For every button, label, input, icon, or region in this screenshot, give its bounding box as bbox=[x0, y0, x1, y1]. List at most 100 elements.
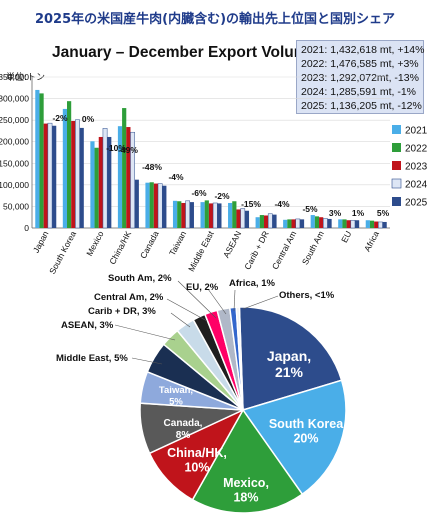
pie-slice-label: 8% bbox=[176, 430, 191, 441]
bar-2024 bbox=[267, 213, 273, 229]
bar-2023 bbox=[263, 215, 269, 228]
bar-2021 bbox=[90, 141, 95, 228]
x-category-label: Mexico bbox=[84, 229, 106, 258]
x-category-label: South Korea bbox=[47, 229, 78, 276]
pie-slice-label: Canada, bbox=[164, 418, 203, 429]
x-category-label: Africa bbox=[362, 229, 381, 253]
change-annotation: 3% bbox=[329, 208, 342, 218]
totals-line: 2022: 1,476,585 mt, +3% bbox=[301, 58, 419, 70]
bar-2025 bbox=[244, 210, 250, 228]
totals-line: 2021: 1,432,618 mt, +14% bbox=[301, 44, 425, 56]
bar-2024 bbox=[350, 219, 356, 229]
totals-line: 2024: 1,285,591 mt, -1% bbox=[301, 86, 416, 98]
bar-2022 bbox=[287, 219, 292, 228]
bar-2024 bbox=[212, 202, 218, 229]
change-annotation: 0% bbox=[82, 114, 95, 124]
pie-outer-label: Carib + DR, 3% bbox=[88, 306, 156, 317]
leader-line bbox=[177, 280, 217, 319]
legend-swatch bbox=[391, 178, 402, 189]
bar-2021 bbox=[365, 220, 370, 228]
bar-2025 bbox=[299, 219, 305, 228]
x-category-label: Middle East bbox=[186, 229, 216, 273]
change-annotation: 5% bbox=[377, 208, 390, 218]
bar-2024 bbox=[323, 218, 328, 229]
pie-outer-label: Central Am, 2% bbox=[94, 292, 164, 303]
bar-2021 bbox=[62, 108, 68, 228]
change-annotation: -6% bbox=[191, 188, 207, 198]
bar-2022 bbox=[67, 101, 72, 228]
bar-2021 bbox=[283, 219, 288, 228]
bar-2024 bbox=[47, 122, 53, 229]
pie-slice bbox=[191, 408, 304, 514]
bar-2024 bbox=[157, 183, 163, 229]
pie-outer-label: Middle East, 5% bbox=[56, 353, 128, 364]
pie-slice-label: 10% bbox=[184, 461, 209, 475]
bar-2023 bbox=[98, 136, 103, 228]
bar-2023 bbox=[181, 202, 186, 228]
bar-2024 bbox=[240, 208, 246, 229]
pie-outer-label: EU, 2% bbox=[186, 282, 219, 293]
bar-2025 bbox=[354, 220, 360, 228]
y-tick-label: 0 bbox=[24, 223, 29, 233]
legend-label: 2022 bbox=[405, 144, 428, 155]
legend-label: 2023 bbox=[405, 162, 428, 173]
pie-slice-label: China/HK, bbox=[167, 446, 227, 460]
x-category-label: Central Am bbox=[270, 229, 299, 271]
leader-line bbox=[170, 312, 191, 328]
bar-2023 bbox=[71, 121, 76, 228]
bar-2025 bbox=[134, 179, 139, 228]
bar-2021 bbox=[310, 215, 315, 228]
bar-2023 bbox=[319, 217, 324, 228]
change-annotation: 1% bbox=[352, 208, 365, 218]
y-tick-label: 150,000 bbox=[0, 158, 29, 168]
x-category-label: Canada bbox=[138, 229, 161, 260]
legend-swatch bbox=[392, 197, 401, 206]
bar-2023 bbox=[236, 209, 241, 228]
y-tick-label: 300,000 bbox=[0, 94, 29, 104]
bar-2021 bbox=[145, 182, 150, 228]
y-tick-label: 250,000 bbox=[0, 115, 29, 125]
bar-2022 bbox=[122, 108, 127, 228]
x-category-label: Japan bbox=[31, 229, 51, 254]
leader-line bbox=[131, 357, 163, 365]
x-category-label: ASEAN bbox=[221, 229, 243, 259]
bar-2022 bbox=[39, 93, 44, 228]
legend-label: 2024 bbox=[405, 180, 428, 191]
legend-swatch bbox=[392, 161, 401, 170]
bar-2022 bbox=[369, 220, 375, 228]
bar-2021 bbox=[172, 200, 178, 228]
bar-2025 bbox=[162, 185, 167, 228]
bar-chart-title: January – December Export Volume bbox=[52, 44, 317, 61]
bar-2023 bbox=[291, 219, 296, 228]
bar-2021 bbox=[200, 202, 205, 228]
bar-2025 bbox=[52, 125, 57, 228]
bar-2022 bbox=[177, 201, 182, 228]
bar-2022 bbox=[259, 215, 264, 228]
pie-outer-label: South Am, 2% bbox=[108, 273, 172, 284]
legend-swatch bbox=[392, 125, 401, 134]
x-category-label: EU bbox=[339, 229, 353, 244]
bar-2024 bbox=[75, 119, 80, 229]
change-annotation: -15% bbox=[241, 199, 261, 209]
bar-2025 bbox=[327, 218, 332, 228]
legend-label: 2025 bbox=[405, 198, 428, 209]
bar-2023 bbox=[153, 183, 159, 228]
change-annotation: -10% bbox=[106, 143, 126, 153]
pie-slice-label: Mexico, bbox=[223, 476, 269, 490]
leader-line bbox=[207, 288, 227, 315]
pie-slice-label: Japan, bbox=[267, 348, 311, 364]
bar-2023 bbox=[346, 220, 351, 228]
pie-slice bbox=[235, 306, 244, 411]
pie-slice-label: Taiwan, bbox=[159, 385, 193, 396]
bar-2024 bbox=[185, 200, 191, 229]
change-annotation: -5% bbox=[302, 204, 318, 214]
pie-slice bbox=[238, 306, 343, 411]
bar-2022 bbox=[342, 219, 347, 228]
bar-2021 bbox=[117, 126, 123, 228]
bar-2025 bbox=[272, 214, 277, 228]
bar-2024 bbox=[295, 218, 301, 229]
bar-2025 bbox=[107, 136, 112, 228]
bar-2025 bbox=[79, 127, 84, 228]
change-annotation: -49% bbox=[118, 145, 138, 155]
